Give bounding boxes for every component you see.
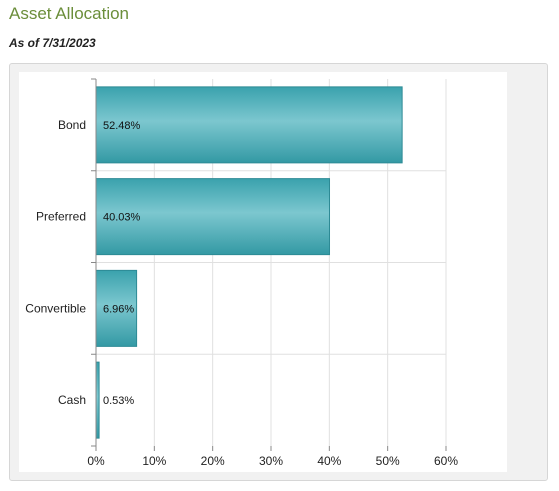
bar-bond <box>95 86 403 164</box>
bar-convertible <box>95 269 138 347</box>
data-label-preferred: 40.03% <box>103 212 141 224</box>
category-label-cash: Cash <box>58 393 86 407</box>
category-label-convertible: Convertible <box>25 301 86 315</box>
x-tick-label: 40% <box>317 454 341 468</box>
data-label-bond: 52.48% <box>103 120 141 132</box>
labels: 0% 10% 20% 30% 40% 50% 60% Bond 52.48% Preferred 4… <box>25 118 458 468</box>
as-of-date: As of 7/31/2023 <box>9 36 96 50</box>
chart-title: Asset Allocation <box>9 4 130 23</box>
x-tick-label: 20% <box>201 454 225 468</box>
x-tick-label: 0% <box>87 454 105 468</box>
data-label-convertible: 6.96% <box>103 303 134 315</box>
axes <box>91 78 447 451</box>
x-tick-label: 30% <box>259 454 283 468</box>
category-label-preferred: Preferred <box>36 210 86 224</box>
x-tick-label: 10% <box>142 454 166 468</box>
x-tick-label: 50% <box>376 454 400 468</box>
category-label-bond: Bond <box>58 118 86 132</box>
bar-preferred <box>95 178 331 256</box>
data-label-cash: 0.53% <box>103 395 134 407</box>
x-tick-label: 60% <box>434 454 458 468</box>
